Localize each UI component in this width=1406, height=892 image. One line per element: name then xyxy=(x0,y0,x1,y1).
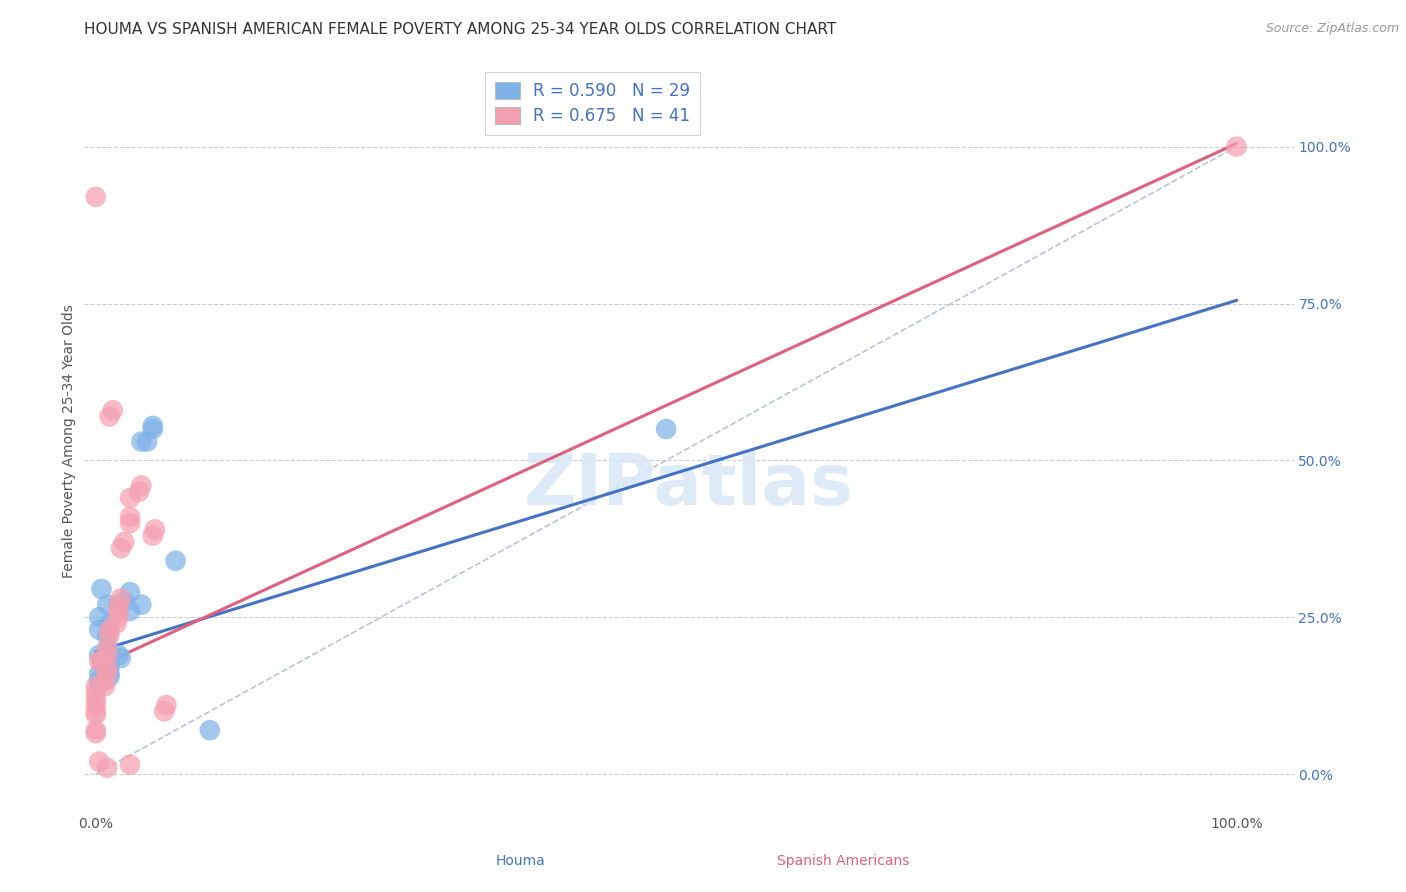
Point xyxy=(128,484,150,499)
Point xyxy=(112,535,135,549)
Point xyxy=(96,629,118,643)
Point xyxy=(142,422,165,436)
Point xyxy=(90,654,112,668)
Point xyxy=(110,651,132,665)
Point xyxy=(98,616,121,631)
Point xyxy=(131,598,153,612)
Point xyxy=(96,648,118,662)
Point xyxy=(118,491,141,505)
Text: ZIPatlas: ZIPatlas xyxy=(524,451,853,520)
Point xyxy=(89,654,111,668)
Point xyxy=(110,591,132,606)
Point xyxy=(131,478,153,492)
Point xyxy=(142,529,165,543)
Point xyxy=(94,679,117,693)
Point xyxy=(107,598,129,612)
Point xyxy=(153,704,176,718)
Point xyxy=(90,582,112,596)
Point xyxy=(165,554,187,568)
Point xyxy=(84,704,107,718)
Point xyxy=(142,418,165,433)
Point xyxy=(96,660,118,674)
Point xyxy=(136,434,159,449)
Point xyxy=(98,654,121,668)
Point xyxy=(96,666,118,681)
Point xyxy=(84,698,107,712)
Point xyxy=(118,757,141,772)
Point xyxy=(96,641,118,656)
Point xyxy=(112,594,135,608)
Point xyxy=(96,598,118,612)
Point xyxy=(89,755,111,769)
Point xyxy=(143,522,166,536)
Point xyxy=(198,723,221,738)
Point xyxy=(655,422,678,436)
Point xyxy=(107,604,129,618)
Point xyxy=(101,403,124,417)
Point xyxy=(84,685,107,699)
Point xyxy=(94,673,117,687)
Point xyxy=(84,726,107,740)
Text: HOUMA VS SPANISH AMERICAN FEMALE POVERTY AMONG 25-34 YEAR OLDS CORRELATION CHART: HOUMA VS SPANISH AMERICAN FEMALE POVERTY… xyxy=(84,22,837,37)
Point xyxy=(98,670,121,684)
Point xyxy=(107,598,129,612)
Text: Spanish Americans: Spanish Americans xyxy=(778,854,910,868)
Point xyxy=(89,676,111,690)
Point xyxy=(84,190,107,204)
Point xyxy=(107,610,129,624)
Point xyxy=(98,629,121,643)
Point xyxy=(118,509,141,524)
Y-axis label: Female Poverty Among 25-34 Year Olds: Female Poverty Among 25-34 Year Olds xyxy=(62,304,76,579)
Text: Houma: Houma xyxy=(495,854,546,868)
Point xyxy=(89,648,111,662)
Point xyxy=(105,616,128,631)
Point xyxy=(96,641,118,656)
Point xyxy=(89,666,111,681)
Legend: R = 0.590   N = 29, R = 0.675   N = 41: R = 0.590 N = 29, R = 0.675 N = 41 xyxy=(485,72,700,136)
Point xyxy=(1225,139,1247,153)
Point xyxy=(131,434,153,449)
Point xyxy=(118,516,141,530)
Point xyxy=(98,623,121,637)
Point xyxy=(98,666,121,681)
Point xyxy=(84,679,107,693)
Point xyxy=(118,585,141,599)
Point xyxy=(110,541,132,556)
Point xyxy=(89,610,111,624)
Point xyxy=(89,673,111,687)
Point xyxy=(96,761,118,775)
Point xyxy=(84,707,107,722)
Point xyxy=(118,604,141,618)
Point xyxy=(84,723,107,738)
Point xyxy=(98,409,121,424)
Point xyxy=(107,648,129,662)
Text: Source: ZipAtlas.com: Source: ZipAtlas.com xyxy=(1265,22,1399,36)
Point xyxy=(98,660,121,674)
Point xyxy=(89,623,111,637)
Point xyxy=(155,698,177,712)
Point xyxy=(84,691,107,706)
